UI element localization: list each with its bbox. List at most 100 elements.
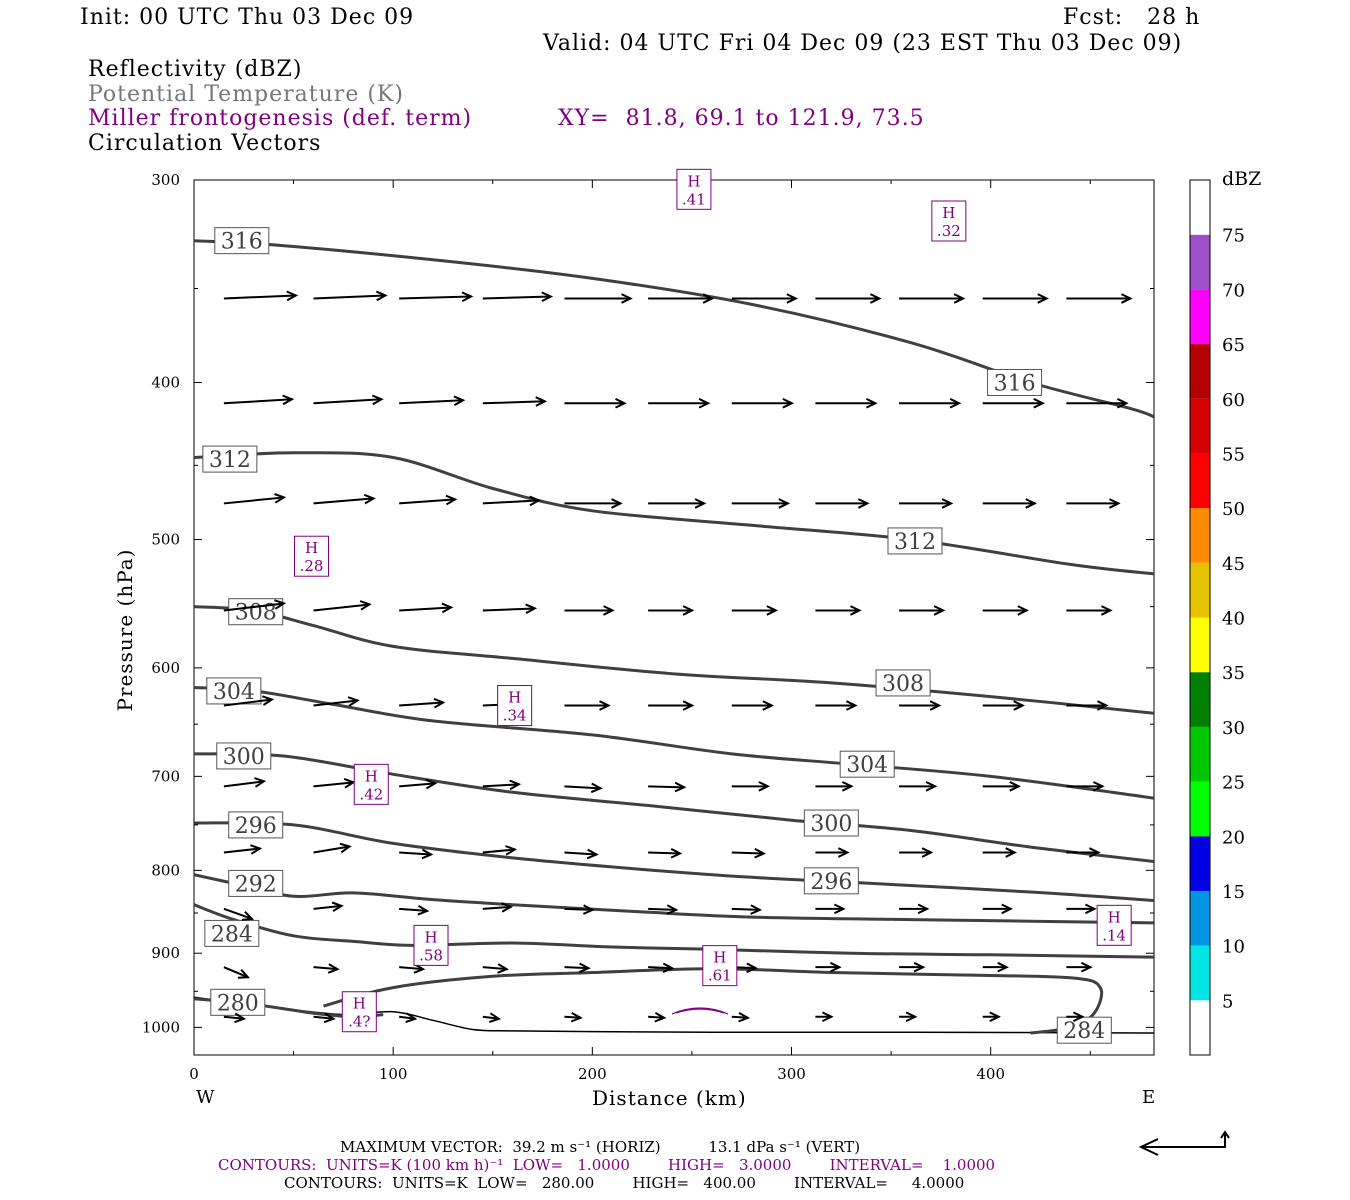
circulation-vector [223, 496, 284, 505]
x-right-label: E [1142, 1087, 1156, 1108]
circulation-vector-head [497, 963, 510, 974]
legend-swatch [1190, 617, 1210, 673]
circulation-vector [313, 398, 382, 405]
field-reflectivity: Reflectivity (dBZ) [88, 57, 303, 82]
circulation-vector [399, 701, 444, 707]
circulation-vector-head [254, 777, 267, 788]
circulation-vector-head [746, 962, 759, 974]
circulation-vector-head [750, 904, 763, 915]
circulation-vector-head [905, 1011, 918, 1023]
circulation-vector-head [509, 779, 522, 791]
circulation-vector-head [433, 697, 446, 709]
front-max-box [931, 200, 967, 242]
x-tick-label: 300 [777, 1065, 806, 1083]
circulation-vector-head [833, 903, 846, 915]
circulation-vector-head [453, 395, 466, 406]
front-max-h: H [1108, 908, 1121, 926]
circulation-vector-head [241, 911, 255, 921]
circulation-vector-head [953, 293, 966, 304]
legend-frame [1189, 179, 1211, 1056]
circulation-vector-head [829, 961, 842, 973]
theta-contour-296 [194, 821, 1154, 902]
circulation-vector-head [339, 842, 352, 854]
circulation-vector-head [371, 394, 384, 406]
front-max-box [294, 535, 330, 577]
front-max-box [341, 991, 377, 1033]
circulation-vector-head [274, 599, 287, 610]
front-max-box [702, 945, 738, 987]
circulation-vector [648, 907, 677, 911]
circulation-vector-head [578, 962, 591, 974]
circulation-vector [399, 295, 472, 300]
circulation-vector-head [1096, 700, 1109, 711]
circulation-vector-head [857, 498, 870, 509]
front-max-value: .61 [708, 967, 732, 985]
circulation-vector [313, 966, 338, 971]
circulation-vector-head [925, 781, 938, 792]
legend-swatch [1190, 398, 1210, 454]
circulation-vector-head [654, 1012, 667, 1023]
circulation-vector-head [323, 1012, 336, 1024]
circulation-vector-head [525, 603, 538, 614]
theta-label-box [887, 527, 943, 555]
front-max-box [1096, 904, 1132, 946]
circulation-vector-head [363, 493, 376, 505]
circulation-vector-head [1001, 903, 1013, 915]
circulation-vector [648, 1015, 665, 1019]
theta-label-box [1056, 1016, 1112, 1044]
theta-label: 312 [894, 530, 936, 555]
circulation-vector [482, 400, 545, 405]
circulation-vector [313, 699, 358, 707]
circulation-vector-head [754, 848, 767, 859]
front-max-h: H [305, 539, 318, 557]
legend-level-label: 35 [1222, 663, 1245, 684]
circulation-vector [399, 907, 428, 912]
theta-contour-312 [194, 451, 1154, 576]
y-tick-label: 1000 [142, 1018, 180, 1036]
circulation-vector [648, 851, 681, 855]
circulation-vector-head [237, 969, 251, 979]
reference-vector [1141, 1133, 1226, 1148]
circulation-vector-head [841, 781, 854, 792]
circulation-vector-head [766, 605, 779, 616]
theta-label-box [210, 988, 266, 1016]
legend-level-label: 5 [1222, 991, 1233, 1012]
circulation-vector [399, 498, 456, 505]
theta-label: 316 [994, 371, 1036, 396]
circulation-vector-head [949, 398, 962, 409]
front-max-value: .4? [348, 1013, 370, 1031]
circulation-vector [648, 966, 673, 970]
circulation-vector-head [590, 782, 603, 794]
legend-swatch [1190, 508, 1210, 563]
circulation-vector [313, 603, 370, 612]
y-axis-title: Pressure (hPa) [113, 548, 137, 712]
circulation-vector-head [570, 1012, 583, 1023]
circulation-vector-head [917, 903, 930, 915]
front-max-box [676, 168, 712, 210]
circulation-vector-head [615, 398, 627, 409]
front-max-value: .28 [300, 557, 324, 575]
circulation-vector [731, 907, 760, 911]
legend-swatch [1190, 289, 1210, 345]
legend-level-label: 75 [1222, 226, 1245, 247]
legend-level-label: 30 [1222, 718, 1245, 739]
circulation-vector-head [359, 600, 372, 611]
legend-level-label: 70 [1222, 280, 1245, 301]
circulation-vector-head [1084, 903, 1097, 915]
circulation-vector-head [786, 293, 799, 304]
field-theta: Potential Temperature (K) [88, 82, 404, 107]
x-tick-label: 0 [189, 1065, 199, 1083]
circulation-vector [399, 851, 432, 856]
circulation-vector-head [845, 700, 858, 711]
theta-label-box [202, 445, 258, 473]
front-max-value: .42 [359, 785, 383, 803]
theta-label-box [875, 669, 931, 697]
circulation-vector-head [611, 498, 623, 509]
circulation-vector [399, 399, 464, 405]
theta-contour-316 [194, 239, 1154, 419]
init-time: Init: 00 UTC Thu 03 Dec 09 [80, 5, 415, 30]
legend-level-label: 10 [1222, 937, 1245, 958]
circulation-vector-head [417, 905, 430, 916]
front-max-h: H [365, 767, 378, 785]
legend-swatch [1190, 726, 1210, 782]
